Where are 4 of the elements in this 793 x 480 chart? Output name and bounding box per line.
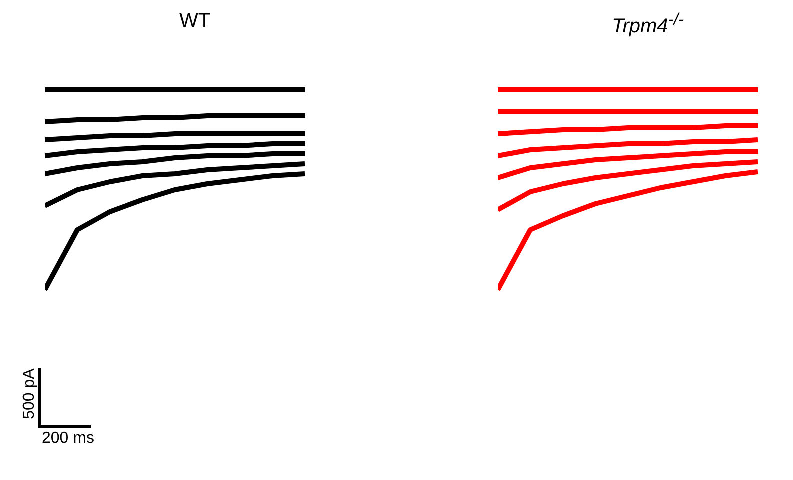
chart-title: WT (178, 10, 212, 33)
text: 500 pA (21, 368, 39, 422)
text: 200 ms (42, 430, 94, 448)
chart-title: Trpm4$^{-/-}$ (610, 10, 686, 39)
